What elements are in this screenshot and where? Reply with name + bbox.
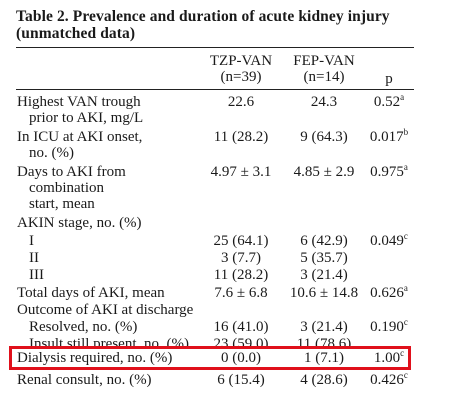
cell-p-value: 0.975a (370, 162, 408, 181)
cell-tzp-van: 16 (41.0) (213, 319, 269, 335)
cell-p-value: 0.426c (370, 370, 408, 389)
row-label: I (29, 233, 34, 249)
row-label-cont: prior to AKI, mg/L (29, 110, 144, 126)
col-header-tzp-van-n: (n=39) (220, 69, 262, 85)
cell-p-value: 0.190c (370, 317, 408, 336)
row-label-cont: start, mean (29, 196, 95, 212)
cell-tzp-van: 11 (28.2) (213, 129, 269, 145)
row-label: Days to AKI from (17, 164, 126, 180)
cell-fep-van: 1 (7.1) (304, 350, 344, 366)
cell-fep-van: 3 (21.4) (300, 267, 348, 283)
col-header-fep-van-n: (n=14) (303, 69, 345, 85)
row-label: AKIN stage, no. (%) (17, 215, 142, 231)
row-label: Insult still present, no. (%) (29, 336, 189, 348)
cell-fep-van: 10.6 ± 14.8 (289, 285, 359, 301)
row-label: Renal consult, no. (%) (17, 372, 152, 388)
cell-p-value: 0.52a (373, 92, 405, 111)
cell-tzp-van: 3 (7.7) (221, 250, 261, 266)
row-label: Dialysis required, no. (%) (17, 350, 173, 366)
cell-fep-van: 24.3 (310, 94, 338, 110)
row-label: In ICU at AKI onset, (17, 129, 143, 145)
col-header-tzp-van: TZP-VAN (209, 53, 273, 69)
cell-tzp-van: 4.97 ± 3.1 (210, 164, 272, 180)
cell-fep-van: 9 (64.3) (300, 129, 348, 145)
cell-p-value: 0.626a (370, 283, 408, 302)
cell-tzp-van: 11 (28.2) (213, 267, 269, 283)
row-label: Resolved, no. (%) (29, 319, 138, 335)
col-header-p: p (385, 71, 393, 87)
table-title: Table 2. Prevalence and duration of acut… (16, 8, 390, 42)
cell-fep-van: 4 (28.6) (300, 372, 348, 388)
cell-tzp-van: 0 (0.0) (221, 350, 261, 366)
header-rule (16, 89, 414, 90)
cell-fep-van: 6 (42.9) (300, 233, 348, 249)
highlight-box (9, 346, 411, 370)
top-rule (16, 47, 414, 48)
cell-p-value: 0.049c (370, 231, 408, 250)
row-label: III (29, 267, 44, 283)
cell-tzp-van: 23 (59.0) (213, 336, 269, 348)
row-label: Total days of AKI, mean (17, 285, 165, 301)
cell-p-value: 0.017b (369, 127, 409, 146)
cell-p-value: 1.00c (373, 348, 405, 367)
row-label: Highest VAN trough (17, 94, 141, 110)
cell-tzp-van: 22.6 (227, 94, 255, 110)
row-label-cont: combination (29, 180, 104, 196)
row-label-cont: no. (%) (29, 145, 74, 161)
cell-fep-van: 5 (35.7) (300, 250, 348, 266)
cell-tzp-van: 6 (15.4) (217, 372, 265, 388)
cell-fep-van: 4.85 ± 2.9 (293, 164, 355, 180)
col-header-fep-van: FEP-VAN (293, 53, 355, 69)
cell-fep-van: 3 (21.4) (300, 319, 348, 335)
row-label: Outcome of AKI at discharge (17, 302, 194, 318)
row-label: II (29, 250, 39, 266)
cell-tzp-van: 7.6 ± 6.8 (214, 285, 268, 301)
cell-fep-van: 11 (78.6) (296, 336, 352, 348)
cell-tzp-van: 25 (64.1) (213, 233, 269, 249)
